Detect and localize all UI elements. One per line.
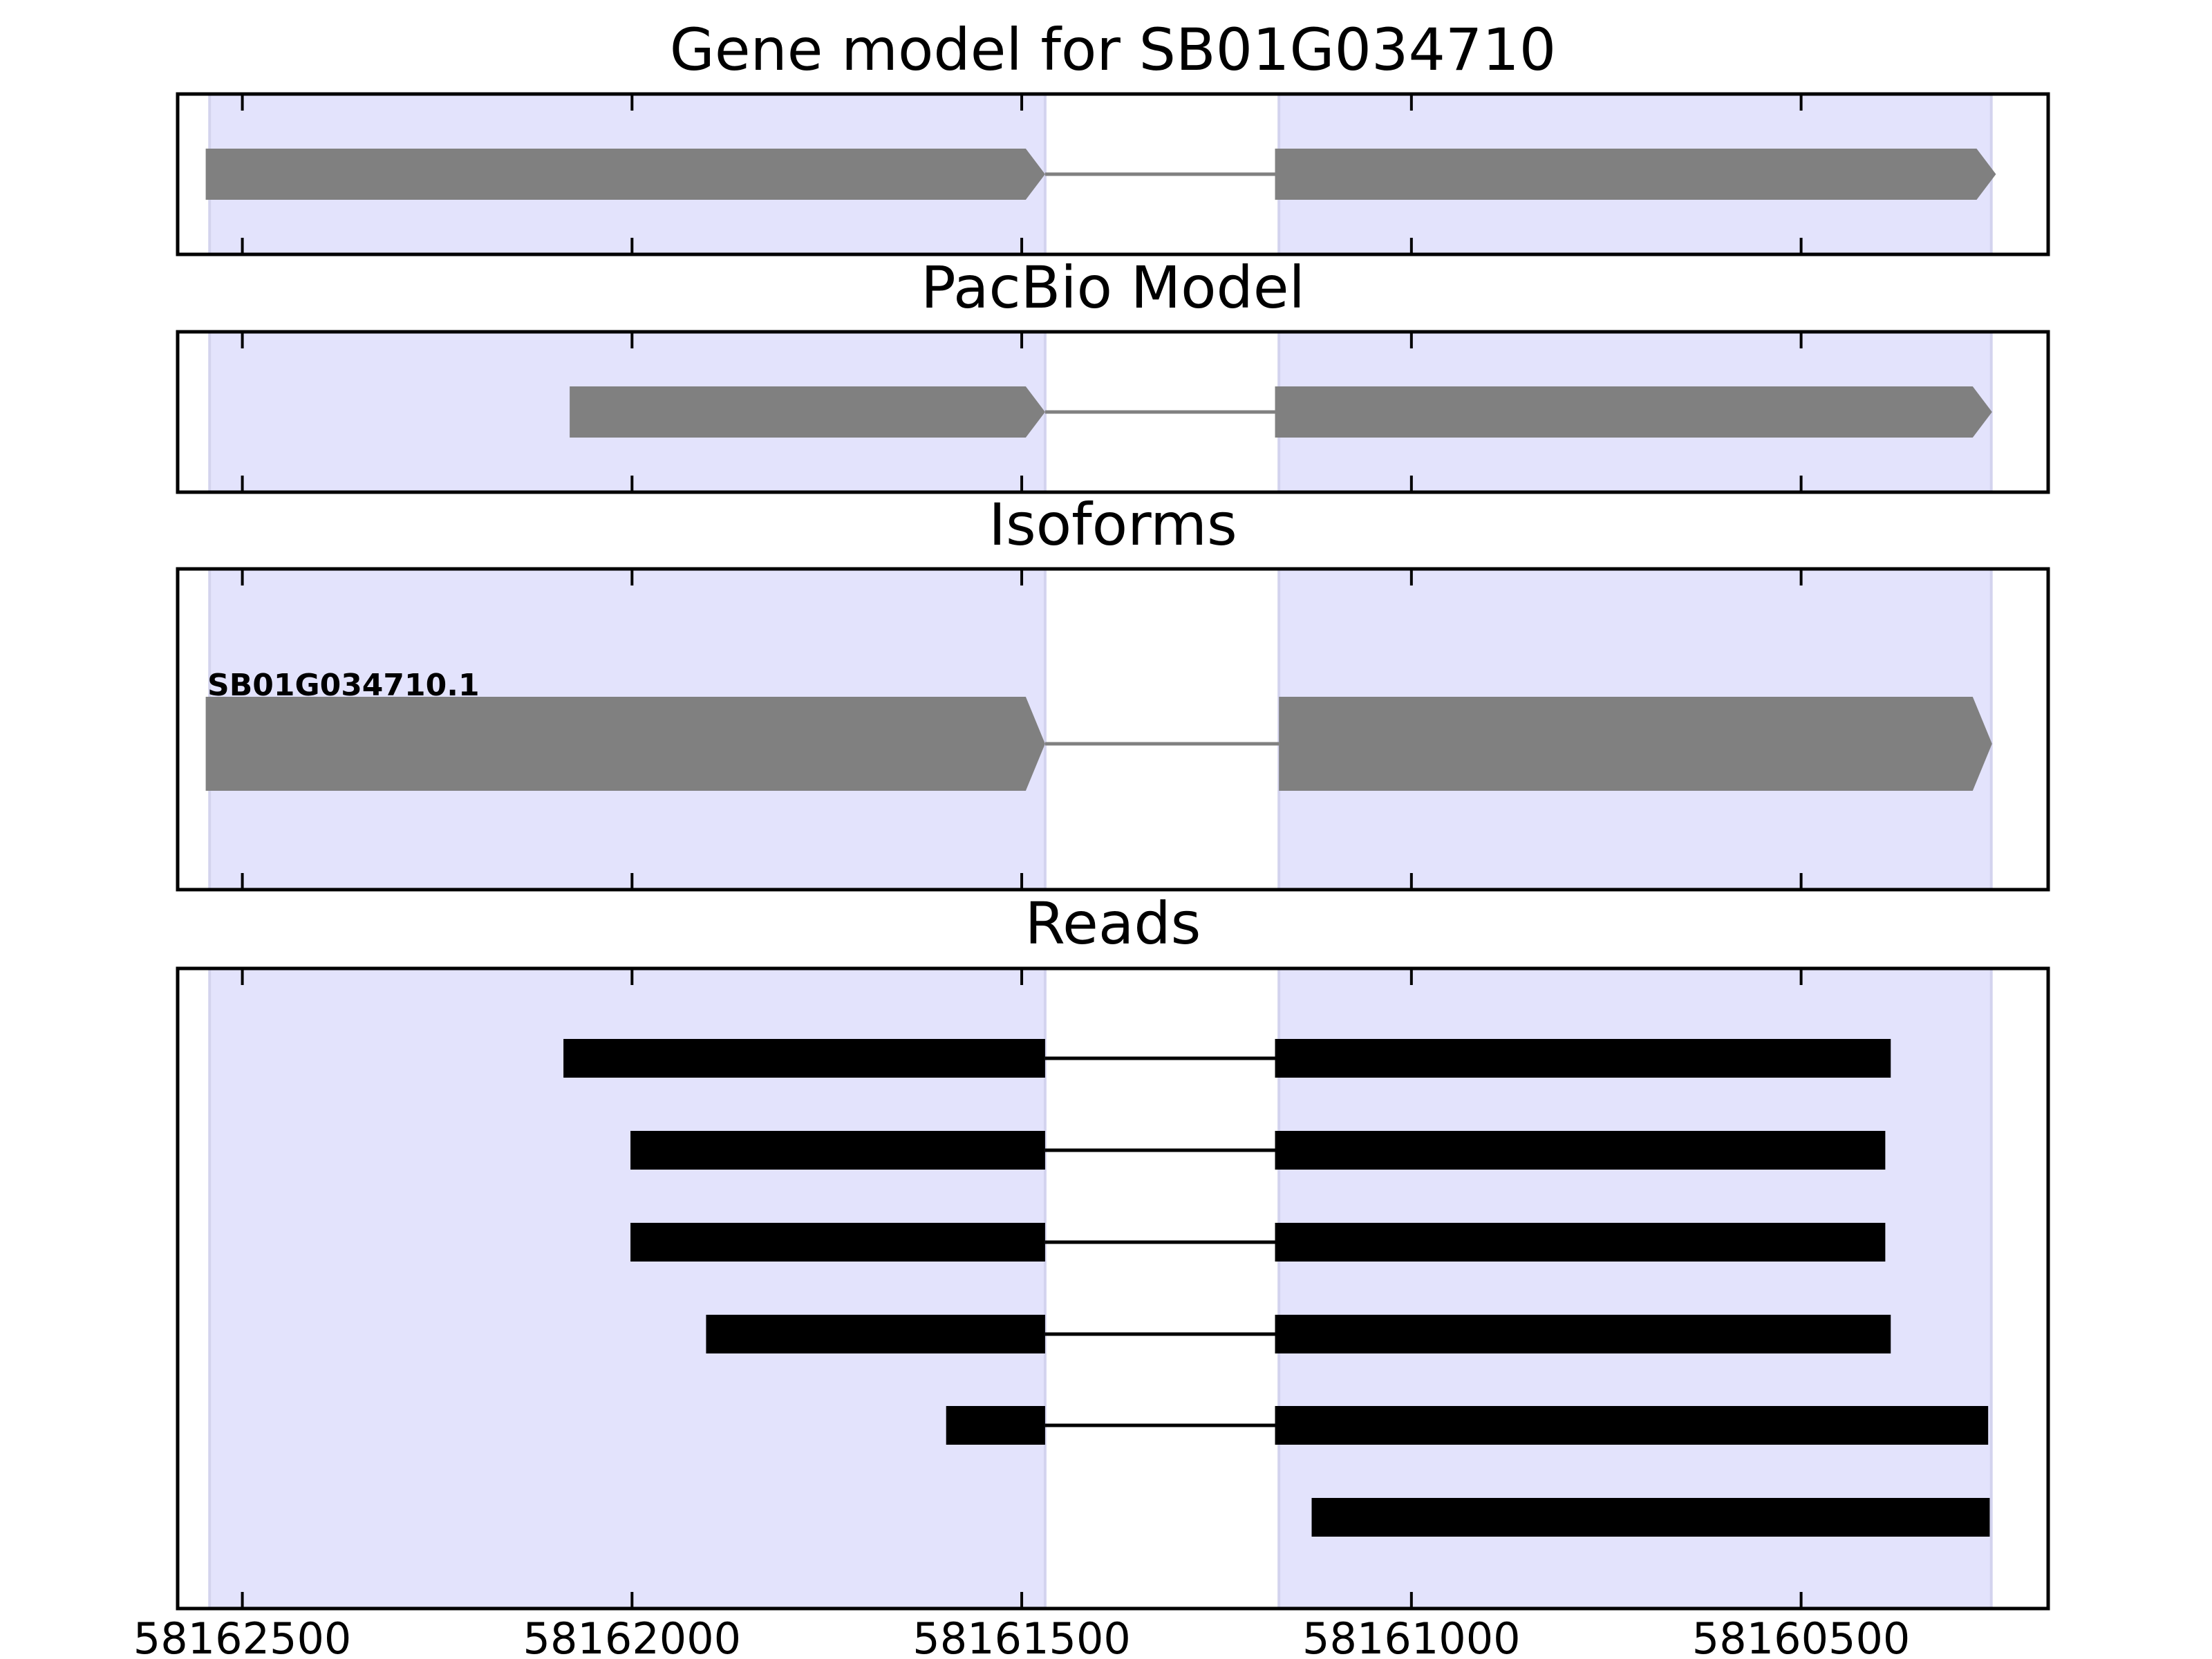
tick-label: 58160500 bbox=[1692, 1613, 1911, 1659]
panel-frame bbox=[176, 966, 2050, 1611]
panel-frame bbox=[176, 330, 2050, 494]
exon-block bbox=[205, 697, 1045, 791]
tick-label: 58162500 bbox=[133, 1613, 352, 1659]
model-track bbox=[205, 697, 1992, 791]
model-track bbox=[570, 386, 1992, 438]
exon-block bbox=[1275, 386, 1992, 438]
isoform-label: SB01G034710.1 bbox=[207, 668, 480, 703]
panel-2: SB01G034710.1 Isoforms bbox=[176, 491, 2050, 892]
read-block bbox=[1311, 1498, 1990, 1537]
read-block bbox=[630, 1223, 1045, 1262]
panel-title: Reads bbox=[1025, 890, 1201, 957]
tick-label: 58161000 bbox=[1302, 1613, 1521, 1659]
exon-block bbox=[205, 149, 1045, 200]
read-block bbox=[1275, 1406, 1989, 1445]
panel-0: Gene model for SB01G034710 bbox=[176, 16, 2050, 256]
read-block bbox=[1275, 1039, 1891, 1078]
exon-block bbox=[1275, 149, 1996, 200]
read-block bbox=[1275, 1315, 1891, 1353]
panel-title: PacBio Model bbox=[921, 254, 1305, 321]
exon-block bbox=[1279, 697, 1992, 791]
read-track bbox=[630, 1223, 1886, 1262]
panel-title: Isoforms bbox=[988, 491, 1237, 559]
read-block bbox=[630, 1131, 1045, 1170]
tick-label: 58162000 bbox=[523, 1613, 742, 1659]
read-track bbox=[1311, 1498, 1990, 1537]
read-track bbox=[630, 1131, 1886, 1170]
exon-block bbox=[570, 386, 1045, 438]
read-block bbox=[706, 1315, 1045, 1353]
read-track bbox=[706, 1315, 1891, 1353]
panel-3: Reads bbox=[176, 890, 2050, 1611]
panel-frame bbox=[176, 92, 2050, 256]
tick-label: 58161500 bbox=[912, 1613, 1131, 1659]
read-block bbox=[1275, 1223, 1886, 1262]
panel-frame bbox=[176, 567, 2050, 892]
read-track bbox=[946, 1406, 1989, 1445]
read-block bbox=[946, 1406, 1045, 1445]
panel-1: PacBio Model bbox=[176, 254, 2050, 494]
panel-title: Gene model for SB01G034710 bbox=[670, 16, 1556, 84]
read-track bbox=[563, 1039, 1891, 1078]
read-block bbox=[1275, 1131, 1886, 1170]
read-block bbox=[563, 1039, 1045, 1078]
model-track bbox=[205, 149, 1996, 200]
